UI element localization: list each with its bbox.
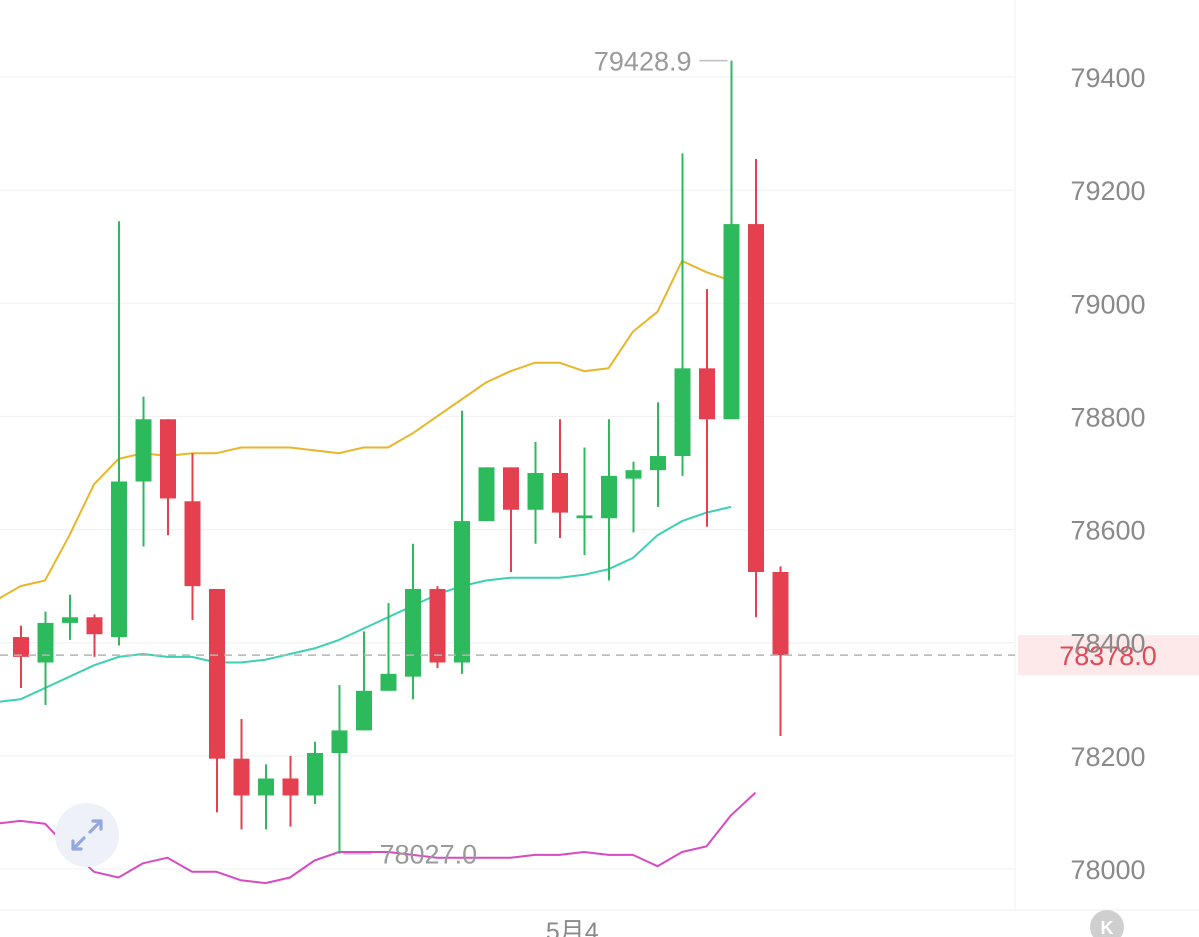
candle[interactable] bbox=[356, 631, 372, 731]
gridlines bbox=[0, 0, 1199, 911]
candle[interactable] bbox=[552, 419, 568, 539]
y-tick-label: 78200 bbox=[1070, 742, 1145, 772]
candle[interactable] bbox=[772, 566, 789, 737]
current-price-label: 78378.0 bbox=[1059, 641, 1157, 671]
ma-line-cyan bbox=[0, 505, 732, 703]
candle-body bbox=[601, 475, 617, 519]
candle-body bbox=[86, 617, 103, 635]
candle[interactable] bbox=[625, 461, 642, 533]
candle[interactable] bbox=[527, 441, 544, 544]
high-marker-label: 79428.9 bbox=[594, 47, 692, 77]
candle[interactable] bbox=[748, 159, 764, 618]
candles bbox=[13, 60, 789, 854]
candle[interactable] bbox=[233, 719, 250, 830]
candle[interactable] bbox=[331, 685, 348, 854]
candle-body bbox=[111, 481, 127, 638]
candle[interactable] bbox=[86, 614, 103, 657]
k-logo-text: K bbox=[1101, 918, 1114, 937]
candle-body bbox=[356, 690, 372, 731]
candle[interactable] bbox=[209, 588, 225, 813]
candle-body bbox=[62, 617, 78, 623]
candle-body bbox=[135, 419, 152, 482]
candle[interactable] bbox=[258, 764, 274, 830]
candle[interactable] bbox=[135, 396, 152, 547]
candle-body bbox=[160, 419, 176, 499]
y-tick-label: 78000 bbox=[1070, 855, 1145, 885]
candle[interactable] bbox=[111, 221, 127, 646]
candle[interactable] bbox=[282, 755, 299, 827]
low-marker-label: 78027.0 bbox=[380, 840, 478, 870]
candle-body bbox=[699, 368, 715, 420]
candle[interactable] bbox=[62, 594, 78, 640]
candle[interactable] bbox=[601, 419, 617, 581]
x-tick-label: 5月4 bbox=[546, 918, 599, 937]
current-price-badge bbox=[1018, 635, 1199, 676]
candle[interactable] bbox=[37, 611, 54, 705]
candle[interactable] bbox=[184, 453, 201, 621]
candle-body bbox=[209, 588, 225, 759]
k-logo-icon[interactable]: K bbox=[1090, 910, 1124, 937]
y-tick-label: 78600 bbox=[1070, 516, 1145, 546]
candle[interactable] bbox=[307, 741, 323, 804]
candle-body bbox=[282, 778, 299, 796]
current-price-line: 78378.0 bbox=[0, 635, 1199, 676]
candle-body bbox=[503, 467, 519, 510]
candle[interactable] bbox=[13, 625, 29, 688]
candle-body bbox=[37, 622, 54, 663]
candle-body bbox=[454, 521, 470, 663]
candle-body bbox=[380, 673, 397, 691]
candle-body bbox=[576, 515, 593, 519]
candle-body bbox=[429, 588, 446, 663]
candle[interactable] bbox=[674, 153, 691, 476]
candle-body bbox=[478, 467, 495, 522]
candle-body bbox=[552, 473, 568, 513]
y-tick-label: 79400 bbox=[1070, 63, 1145, 93]
candle[interactable] bbox=[699, 289, 715, 527]
candle-body bbox=[723, 224, 740, 420]
ma-line-yellow bbox=[0, 259, 732, 600]
candle[interactable] bbox=[160, 419, 176, 536]
y-tick-label: 79200 bbox=[1070, 176, 1145, 206]
ma-line-magenta bbox=[0, 791, 757, 885]
candle-body bbox=[13, 637, 29, 657]
candle[interactable] bbox=[503, 467, 519, 572]
candle-body bbox=[184, 501, 201, 587]
y-tick-label: 79000 bbox=[1070, 289, 1145, 319]
x-axis-labels: 5月4 bbox=[546, 918, 599, 937]
candle[interactable] bbox=[454, 410, 470, 674]
candle-body bbox=[307, 753, 323, 796]
candle-body bbox=[748, 224, 764, 573]
y-tick-label: 78800 bbox=[1070, 402, 1145, 432]
candle-body bbox=[625, 470, 642, 479]
candle[interactable] bbox=[650, 402, 666, 507]
y-tick-label: 78400 bbox=[1070, 629, 1145, 659]
candle-body bbox=[650, 456, 666, 471]
candle[interactable] bbox=[723, 60, 740, 420]
candle-body bbox=[405, 588, 421, 677]
extreme-markers: 79428.9 78027.0 bbox=[343, 47, 728, 870]
candle[interactable] bbox=[405, 543, 421, 700]
candle[interactable] bbox=[576, 447, 593, 556]
candle[interactable] bbox=[380, 603, 397, 691]
candle-body bbox=[233, 758, 250, 796]
y-axis-labels: 78000 78200 78400 78600 78800 79000 79200 79400 bbox=[1070, 63, 1145, 885]
expand-arrows-icon[interactable] bbox=[55, 803, 119, 867]
candle-body bbox=[772, 572, 789, 656]
candle[interactable] bbox=[478, 467, 495, 522]
candle-body bbox=[674, 368, 691, 457]
candle-body bbox=[527, 473, 544, 510]
candle-body bbox=[258, 778, 274, 796]
candle-body bbox=[331, 730, 348, 754]
